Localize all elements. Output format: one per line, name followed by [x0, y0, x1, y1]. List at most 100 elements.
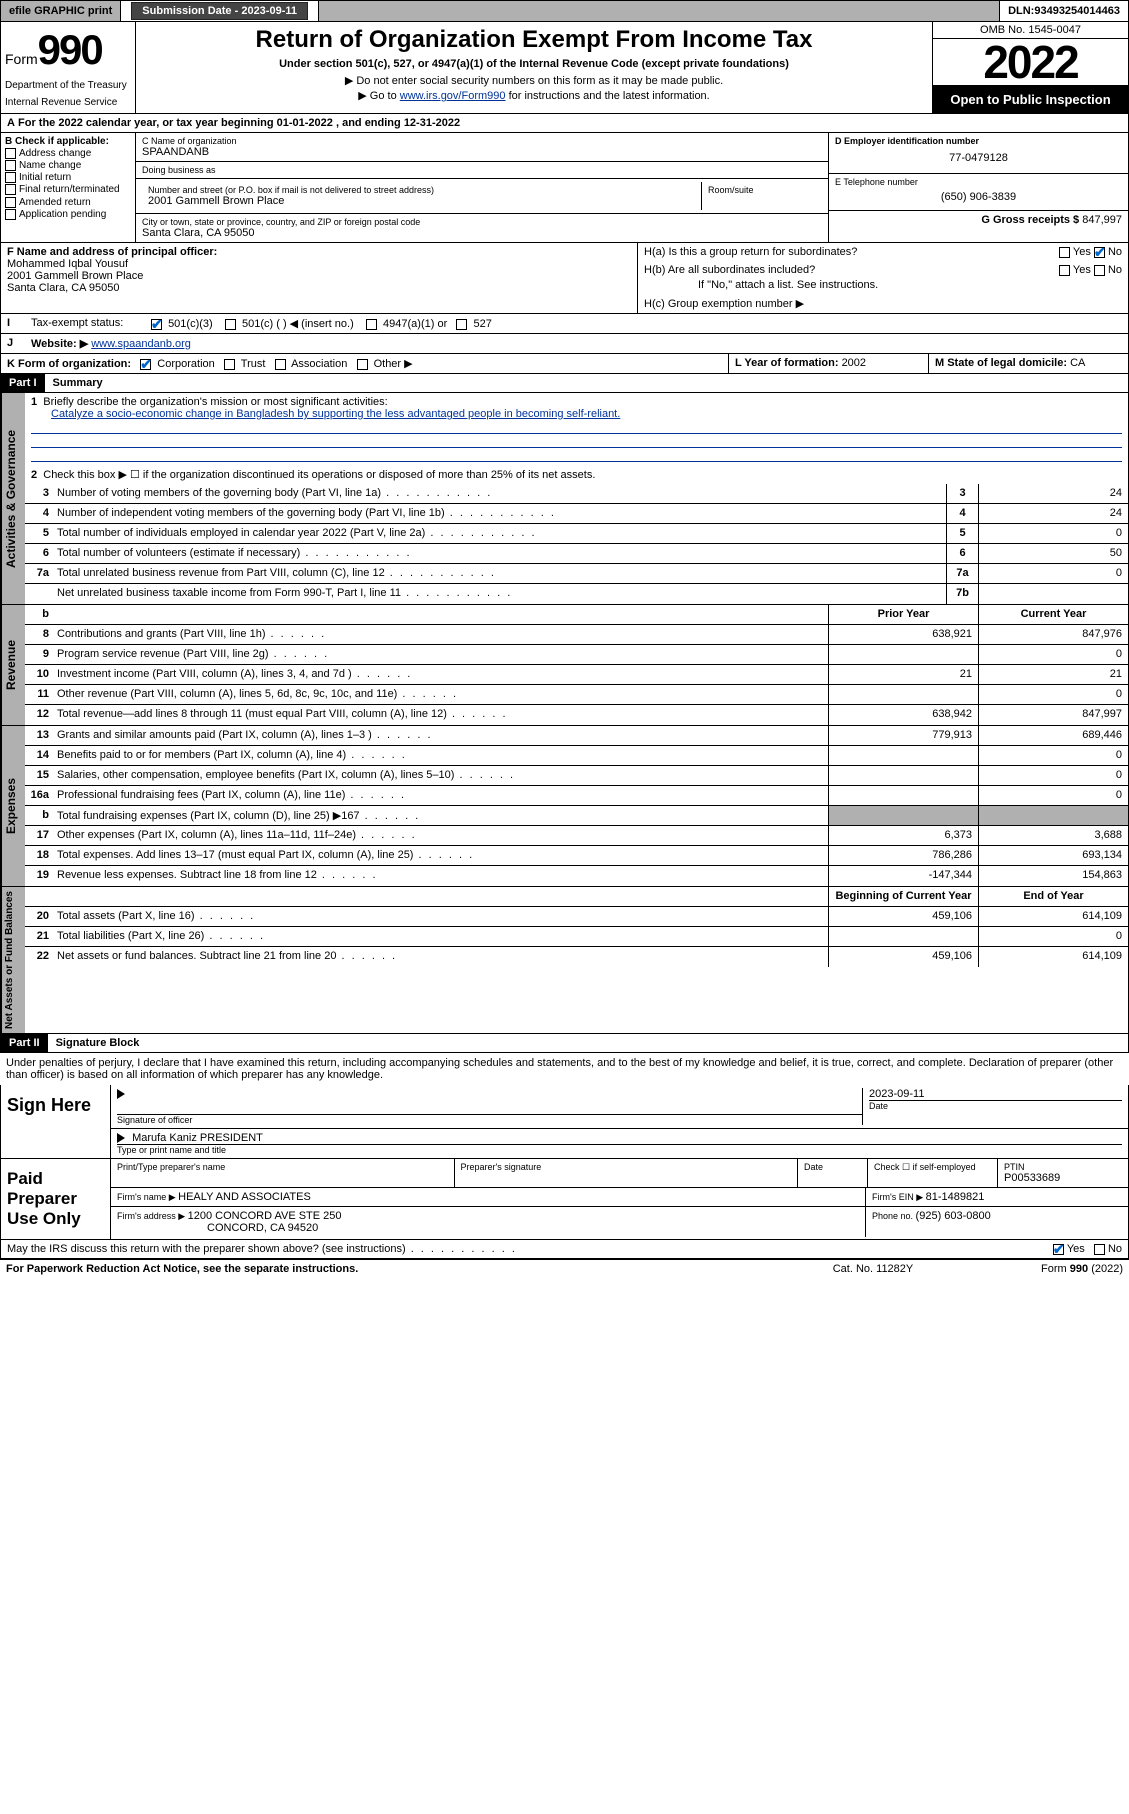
ein-cell: D Employer identification number 77-0479… — [829, 133, 1128, 174]
line-2-checkbox: 2 Check this box ▶ ☐ if the organization… — [25, 465, 1128, 484]
topbar-filler — [319, 1, 1000, 21]
ha-no[interactable] — [1094, 247, 1105, 258]
line-13: 13 Grants and similar amounts paid (Part… — [25, 726, 1128, 746]
org-street: 2001 Gammell Brown Place — [148, 195, 695, 207]
chk-501c[interactable] — [225, 319, 236, 330]
sign-date-cell: 2023-09-11 Date — [862, 1088, 1122, 1125]
officer-name-cell: Marufa Kaniz PRESIDENT Type or print nam… — [117, 1132, 1122, 1155]
discuss-no[interactable] — [1094, 1244, 1105, 1255]
footer-mid: Cat. No. 11282Y — [773, 1263, 973, 1275]
tel-cell: E Telephone number (650) 906-3839 — [829, 174, 1128, 211]
form-title: Return of Organization Exempt From Incom… — [142, 26, 926, 54]
subtitle-1: Under section 501(c), 527, or 4947(a)(1)… — [142, 58, 926, 70]
revenue-section: Revenue b Prior Year Current Year 8 Cont… — [0, 605, 1129, 726]
line-11: 11 Other revenue (Part VIII, column (A),… — [25, 685, 1128, 705]
dept-treasury: Department of the Treasury — [5, 80, 131, 91]
eoy-hdr: End of Year — [978, 887, 1128, 906]
line-16a: 16a Professional fundraising fees (Part … — [25, 786, 1128, 806]
line-9: 9 Program service revenue (Part VIII, li… — [25, 645, 1128, 665]
org-name: SPAANDANB — [142, 146, 822, 158]
chk-corporation[interactable] — [140, 359, 151, 370]
vtab-governance: Activities & Governance — [1, 393, 25, 604]
mission-text[interactable]: Catalyze a socio-economic change in Bang… — [51, 408, 620, 420]
form-header: Form990 Department of the Treasury Inter… — [0, 22, 1129, 114]
ha-yes[interactable] — [1059, 247, 1070, 258]
h-a-row: H(a) Is this a group return for subordin… — [638, 243, 1128, 261]
website-row: J Website: ▶ www.spaandanb.org — [0, 334, 1129, 354]
form-number: Form990 — [5, 26, 131, 74]
paid-preparer-label: Paid Preparer Use Only — [1, 1159, 111, 1239]
page-footer: For Paperwork Reduction Act Notice, see … — [0, 1259, 1129, 1278]
line-21: 21 Total liabilities (Part X, line 26) 0 — [25, 927, 1128, 947]
summary-line-7b: Net unrelated business taxable income fr… — [25, 584, 1128, 604]
summary-line-5: 5 Total number of individuals employed i… — [25, 524, 1128, 544]
boy-hdr: Beginning of Current Year — [828, 887, 978, 906]
chk-name-change[interactable]: Name change — [5, 160, 131, 171]
h-b-row: H(b) Are all subordinates included? Yes … — [638, 261, 1128, 279]
discuss-yes[interactable] — [1053, 1244, 1064, 1255]
officer-signature[interactable]: Signature of officer — [117, 1088, 862, 1125]
sign-here-label: Sign Here — [1, 1085, 111, 1158]
tax-status-row: I Tax-exempt status: 501(c)(3) 501(c) ( … — [0, 314, 1129, 334]
footer-left: For Paperwork Reduction Act Notice, see … — [6, 1263, 773, 1275]
header-right: OMB No. 1545-0047 2022 Open to Public In… — [933, 22, 1128, 113]
state-domicile: CA — [1070, 357, 1085, 369]
prior-year-hdr: Prior Year — [828, 605, 978, 624]
line-17: 17 Other expenses (Part IX, column (A), … — [25, 826, 1128, 846]
line-10: 10 Investment income (Part VIII, column … — [25, 665, 1128, 685]
col-d-right: D Employer identification number 77-0479… — [828, 133, 1128, 242]
vtab-expenses: Expenses — [1, 726, 25, 886]
chk-other[interactable] — [357, 359, 368, 370]
submission-date-cell: Submission Date - 2023-09-11 — [121, 1, 319, 21]
perjury-statement: Under penalties of perjury, I declare th… — [0, 1053, 1129, 1085]
officer-h-block: F Name and address of principal officer:… — [0, 243, 1129, 314]
chk-trust[interactable] — [224, 359, 235, 370]
chk-501c3[interactable] — [151, 319, 162, 330]
gross-receipts: G Gross receipts $ 847,997 — [829, 211, 1128, 229]
chk-association[interactable] — [275, 359, 286, 370]
chk-address-change[interactable]: Address change — [5, 148, 131, 159]
chk-4947[interactable] — [366, 319, 377, 330]
officer-name: Mohammed Iqbal Yousuf — [7, 258, 631, 270]
chk-amended[interactable]: Amended return — [5, 197, 131, 208]
org-info-block: B Check if applicable: Address change Na… — [0, 133, 1129, 243]
summary-line-4: 4 Number of independent voting members o… — [25, 504, 1128, 524]
efile-label: efile GRAPHIC print — [1, 1, 121, 21]
header-title-block: Return of Organization Exempt From Incom… — [136, 22, 933, 113]
self-employed-check[interactable]: Check ☐ if self-employed — [868, 1159, 998, 1187]
hb-no[interactable] — [1094, 265, 1105, 276]
line-20: 20 Total assets (Part X, line 16) 459,10… — [25, 907, 1128, 927]
line-22: 22 Net assets or fund balances. Subtract… — [25, 947, 1128, 967]
chk-final-return[interactable]: Final return/terminated — [5, 184, 131, 195]
h-note: If "No," attach a list. See instructions… — [638, 279, 1128, 294]
chk-initial-return[interactable]: Initial return — [5, 172, 131, 183]
vtab-netassets: Net Assets or Fund Balances — [1, 887, 25, 1033]
line-15: 15 Salaries, other compensation, employe… — [25, 766, 1128, 786]
footer-right: Form 990 (2022) — [973, 1263, 1123, 1275]
summary-line-6: 6 Total number of volunteers (estimate i… — [25, 544, 1128, 564]
header-left: Form990 Department of the Treasury Inter… — [1, 22, 136, 113]
chk-application-pending[interactable]: Application pending — [5, 209, 131, 220]
col-b-header: B Check if applicable: — [5, 136, 131, 147]
caret-icon — [117, 1133, 125, 1143]
preparer-header-row: Print/Type preparer's name Preparer's si… — [111, 1159, 1128, 1188]
line-a-calendar-year: A For the 2022 calendar year, or tax yea… — [0, 114, 1129, 133]
col-c-org: C Name of organization SPAANDANB Doing b… — [136, 133, 828, 242]
expenses-section: Expenses 13 Grants and similar amounts p… — [0, 726, 1129, 887]
submission-date-button[interactable]: Submission Date - 2023-09-11 — [131, 2, 308, 20]
chk-527[interactable] — [456, 319, 467, 330]
dln-cell: DLN: 93493254014463 — [1000, 1, 1128, 21]
top-bar: efile GRAPHIC print Submission Date - 20… — [0, 0, 1129, 22]
tax-year: 2022 — [933, 39, 1128, 86]
line-1-mission: 1 Briefly describe the organization's mi… — [25, 393, 1128, 465]
summary-line-3: 3 Number of voting members of the govern… — [25, 484, 1128, 504]
k-l-m-row: K Form of organization: Corporation Trus… — [0, 354, 1129, 374]
hb-yes[interactable] — [1059, 265, 1070, 276]
instructions-link[interactable]: www.irs.gov/Form990 — [400, 90, 506, 102]
street-cell: Number and street (or P.O. box if mail i… — [136, 179, 828, 214]
revenue-header-row: b Prior Year Current Year — [25, 605, 1128, 625]
governance-section: Activities & Governance 1 Briefly descri… — [0, 393, 1129, 605]
netassets-section: Net Assets or Fund Balances Beginning of… — [0, 887, 1129, 1034]
h-c-row: H(c) Group exemption number ▶ — [638, 294, 1128, 313]
website-link[interactable]: www.spaandanb.org — [91, 338, 191, 350]
